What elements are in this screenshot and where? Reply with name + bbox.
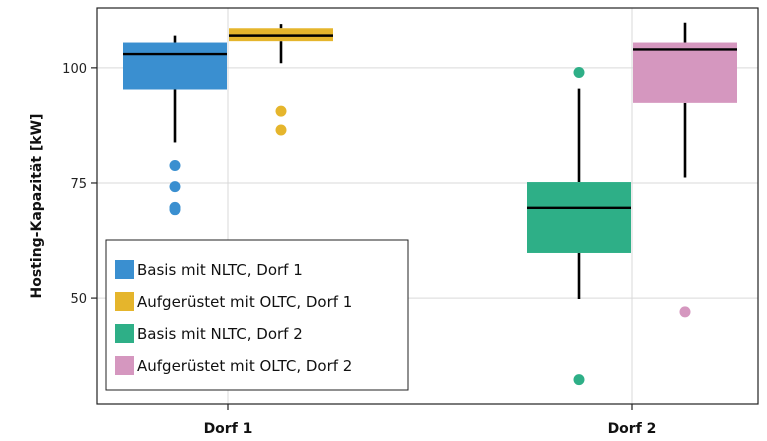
legend-swatch [115, 324, 134, 343]
box-iqr [527, 182, 631, 253]
outlier-point [275, 105, 287, 117]
y-tick-label: 50 [70, 292, 87, 307]
outlier-point [169, 204, 181, 216]
box-dorf-1-1 [229, 24, 333, 136]
legend-label: Aufgerüstet mit OLTC, Dorf 2 [137, 357, 352, 375]
outlier-point [573, 374, 585, 386]
legend-label: Basis mit NLTC, Dorf 2 [137, 325, 303, 343]
y-axis-title: Hosting-Kapazität [kW] [29, 114, 45, 299]
outlier-point [275, 124, 287, 136]
legend-label: Aufgerüstet mit OLTC, Dorf 1 [137, 293, 352, 311]
box-iqr [633, 42, 737, 103]
box-series [123, 22, 737, 386]
legend-swatch [115, 292, 134, 311]
x-tick-label: Dorf 2 [608, 421, 657, 437]
y-tick-label: 75 [70, 177, 87, 192]
outlier-point [169, 181, 181, 193]
legend-swatch [115, 260, 134, 279]
outlier-point [169, 159, 181, 171]
axis-ticks: 50 75 100 Dorf 1 Dorf 2 [62, 62, 656, 437]
legend-box [105, 239, 409, 391]
plot-frame [96, 7, 759, 405]
legend-label: Basis mit NLTC, Dorf 1 [137, 261, 303, 279]
y-tick-label: 100 [62, 62, 87, 77]
box-dorf-1-0 [123, 35, 227, 216]
outlier-point [679, 306, 691, 318]
x-tick-label: Dorf 1 [204, 421, 253, 437]
box-dorf-2-1 [633, 22, 737, 318]
outlier-point [573, 66, 585, 78]
box-dorf-2-0 [527, 66, 631, 386]
box-iqr [123, 42, 227, 90]
legend: Basis mit NLTC, Dorf 1 Aufgerüstet mit OL… [105, 239, 409, 391]
legend-swatch [115, 356, 134, 375]
